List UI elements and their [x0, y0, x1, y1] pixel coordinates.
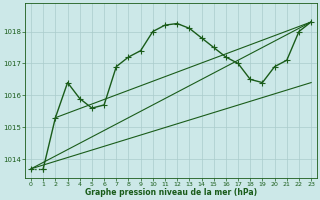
X-axis label: Graphe pression niveau de la mer (hPa): Graphe pression niveau de la mer (hPa) [85, 188, 257, 197]
